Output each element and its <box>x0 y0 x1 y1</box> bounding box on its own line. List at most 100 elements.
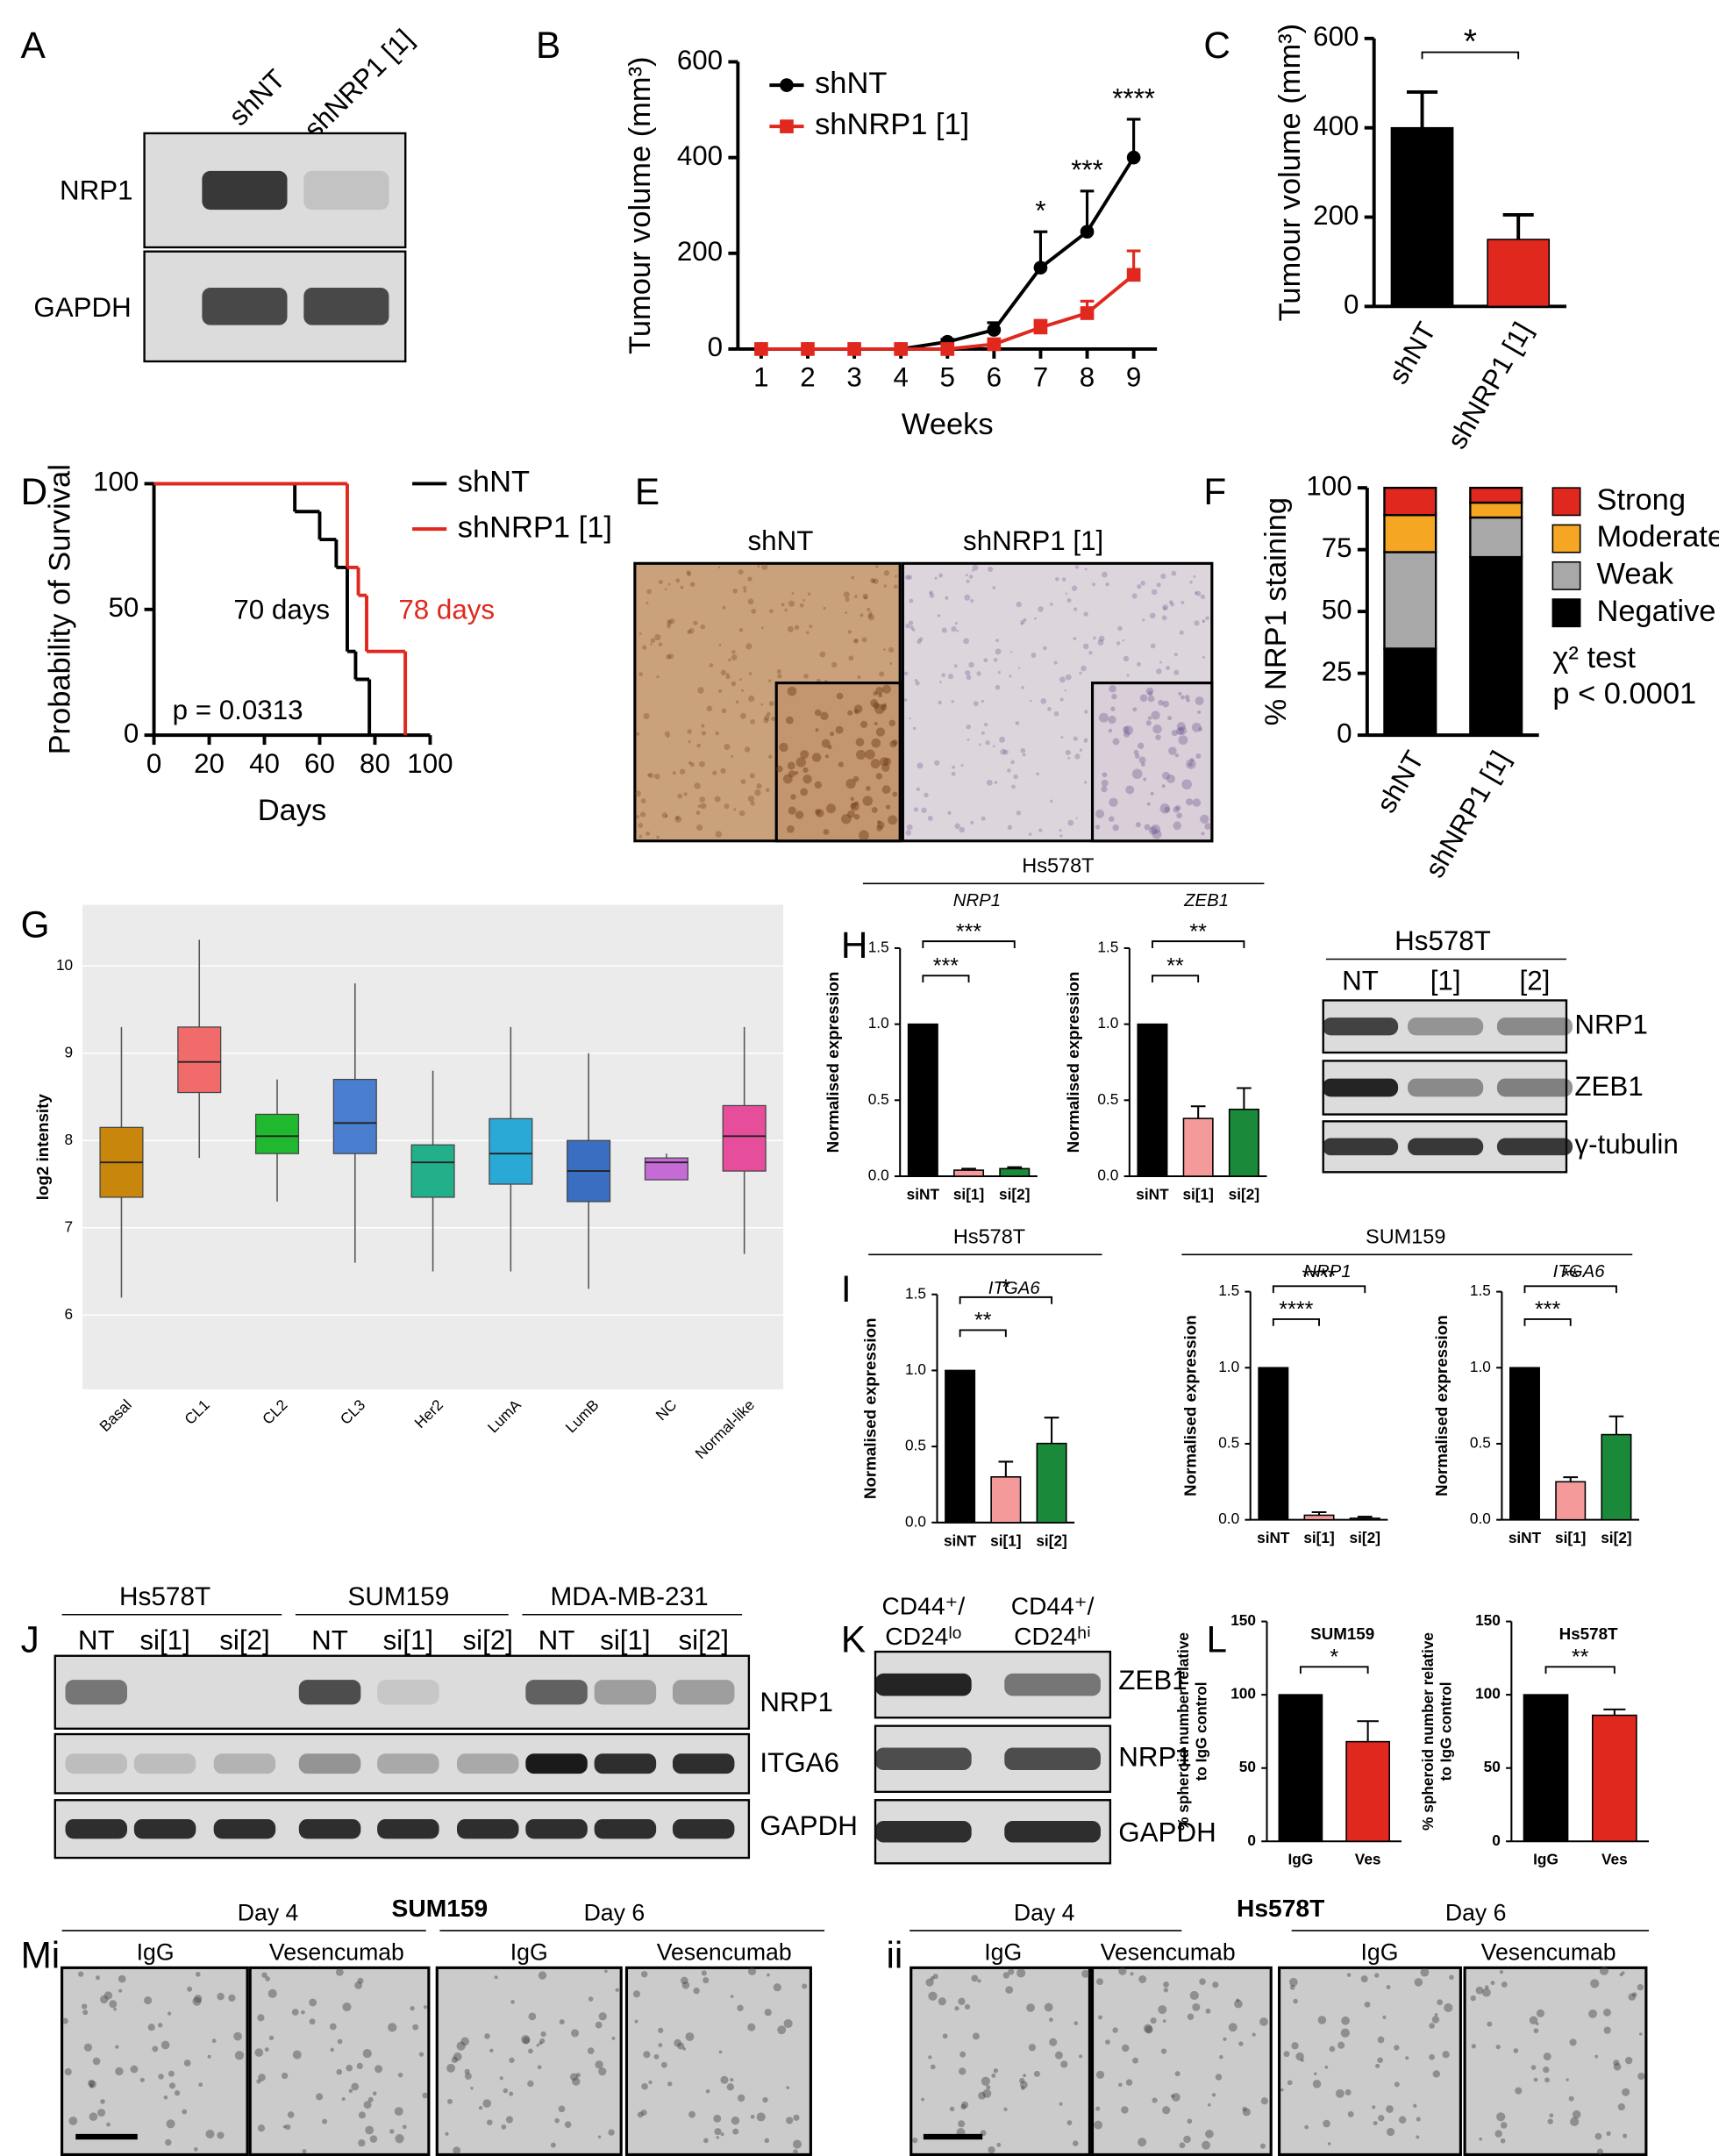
photo-texture <box>64 2067 72 2076</box>
photo-texture <box>764 715 770 721</box>
photo-texture <box>1168 600 1173 604</box>
photo-texture <box>302 2149 307 2154</box>
photo-texture <box>451 2056 459 2064</box>
photo-texture <box>792 2139 802 2149</box>
photo-texture <box>1044 2003 1053 2012</box>
photo-texture <box>921 807 927 813</box>
chart-title: NRP1 <box>953 891 1001 910</box>
photo-texture <box>843 591 850 598</box>
photo-texture <box>1123 725 1130 733</box>
photo-texture <box>800 750 810 760</box>
photo-texture <box>893 584 898 589</box>
photo-texture <box>1095 2106 1101 2111</box>
photo-texture <box>1166 666 1171 671</box>
photo-texture <box>781 603 785 607</box>
box <box>332 1078 377 1154</box>
photo-texture <box>109 2000 118 2009</box>
significance-label: *** <box>956 919 981 944</box>
x-axis-label: Days <box>258 794 327 827</box>
photo-texture <box>845 597 850 603</box>
x-tick-label: CL1 <box>181 1396 212 1427</box>
point <box>847 342 861 356</box>
photo-texture <box>875 565 879 568</box>
y-tick-label: 100 <box>1306 470 1352 501</box>
photo-texture <box>597 2135 602 2138</box>
condition-label: Vesencumab <box>657 1939 792 1966</box>
photo-texture <box>1084 710 1088 714</box>
photo-texture <box>1164 806 1171 813</box>
photo-texture <box>1187 2013 1195 2020</box>
box <box>489 1117 533 1185</box>
bar <box>999 1167 1031 1177</box>
photo-texture <box>1173 806 1180 813</box>
photo-texture <box>1007 825 1013 830</box>
photo-texture <box>853 704 863 714</box>
photo-texture <box>1143 777 1147 782</box>
blot-band <box>303 170 389 211</box>
photo-texture <box>681 1981 690 1989</box>
y-tick-label: 1.0 <box>1097 1014 1118 1032</box>
photo-texture <box>823 606 826 610</box>
photo-texture <box>754 789 761 796</box>
photo-texture <box>693 620 698 625</box>
photo-texture <box>1341 2016 1350 2025</box>
photo-texture <box>115 2045 119 2049</box>
photo-texture <box>689 582 695 588</box>
photo-texture <box>95 1975 101 1981</box>
photo-texture <box>1138 756 1146 764</box>
photo-texture <box>1034 617 1037 620</box>
lane-label: NT <box>78 1624 115 1655</box>
lane-label: si[1] <box>383 1624 433 1655</box>
photo-texture <box>700 624 706 630</box>
significance-bracket <box>959 1296 1053 1304</box>
photo-texture <box>281 2072 289 2080</box>
photo-texture <box>1132 2057 1138 2064</box>
photo-texture <box>878 693 883 698</box>
blot-band <box>377 1680 439 1705</box>
x-tick-label: 100 <box>407 748 453 779</box>
y-tick-label: 50 <box>1322 594 1352 625</box>
photo-texture <box>1145 687 1154 696</box>
photo-texture <box>826 803 836 814</box>
photo-texture <box>1568 2095 1574 2102</box>
photo-texture <box>683 792 688 796</box>
photo-texture <box>793 2114 800 2121</box>
photo-texture <box>1138 2138 1147 2147</box>
x-tick-label: CL2 <box>259 1396 290 1427</box>
y-axis-label: Normalised expression <box>824 972 842 1153</box>
photo-texture <box>1140 581 1146 586</box>
lane-label: shNRP1 [1] <box>298 24 419 145</box>
photo-texture <box>1049 2038 1058 2046</box>
photo-texture <box>1494 2130 1502 2138</box>
photo-texture <box>1079 671 1082 675</box>
photo-texture <box>1178 735 1188 746</box>
x-tick-label: 7 <box>1033 362 1048 393</box>
photo-texture <box>341 2096 346 2101</box>
x-tick-label: 1 <box>753 362 768 393</box>
photo-texture <box>883 648 886 651</box>
photo-texture <box>291 2009 299 2016</box>
photo-texture <box>106 2122 111 2127</box>
image-title: shNRP1 [1] <box>963 525 1103 556</box>
photo-texture <box>667 582 671 586</box>
annotation: p < 0.0001 <box>1552 677 1696 710</box>
significance-label: ** <box>1189 919 1207 944</box>
photo-texture <box>1594 2132 1602 2140</box>
photo-texture <box>970 820 974 825</box>
photo-texture <box>115 2067 124 2076</box>
photo-texture <box>1617 2102 1625 2111</box>
photo-texture <box>912 726 917 731</box>
photo-texture <box>1066 2120 1073 2125</box>
photo-texture <box>1008 1968 1015 1975</box>
photo-texture <box>773 1983 781 1992</box>
photo-texture <box>1152 829 1162 839</box>
photo-texture <box>1150 791 1154 796</box>
photo-texture <box>1081 1969 1090 1978</box>
photo-texture <box>794 625 800 630</box>
photo-texture <box>699 796 706 803</box>
photo-texture <box>966 675 972 681</box>
photo-texture <box>604 1969 608 1974</box>
photo-texture <box>995 684 1001 690</box>
blot-band <box>1004 1747 1101 1771</box>
photo-texture <box>794 770 799 775</box>
